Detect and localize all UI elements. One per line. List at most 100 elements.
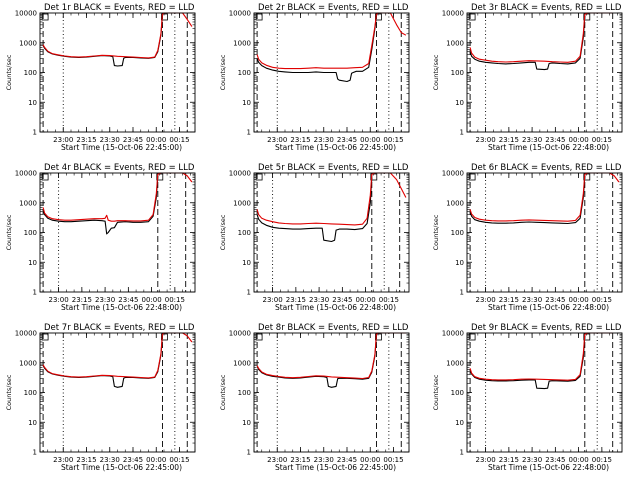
plot-frame bbox=[253, 12, 410, 133]
x-axis-label: Start Time (15-Oct-06 22:48:00) bbox=[488, 463, 609, 472]
x-tick-label: 23:15 bbox=[499, 296, 519, 304]
x-tick-label: 23:00 bbox=[267, 136, 287, 144]
x-tick-label: 23:30 bbox=[95, 296, 115, 304]
y-axis-label: Counts/sec bbox=[432, 214, 440, 250]
plot-frame bbox=[253, 332, 410, 453]
x-axis-label: Start Time (15-Oct-06 22:48:00) bbox=[61, 303, 182, 312]
marker-box bbox=[41, 13, 49, 21]
x-tick-label: 23:15 bbox=[499, 136, 519, 144]
y-tick-label: 1000 bbox=[446, 39, 464, 47]
x-tick-label: 00:15 bbox=[592, 296, 612, 304]
x-tick-label: 23:30 bbox=[309, 296, 329, 304]
x-tick-label: 23:15 bbox=[499, 456, 519, 464]
marker-box bbox=[161, 13, 168, 21]
x-tick-label: 00:15 bbox=[592, 136, 612, 144]
x-tick-label: 00:15 bbox=[383, 456, 403, 464]
y-tick-label: 10 bbox=[455, 99, 464, 107]
chart-title: Det 9r BLACK = Events, RED = LLD bbox=[471, 323, 622, 333]
x-axis-label: Start Time (15-Oct-06 22:45:00) bbox=[275, 463, 396, 472]
x-tick-label: 00:15 bbox=[165, 296, 185, 304]
y-tick-label: 100 bbox=[451, 229, 464, 237]
y-tick-label: 100 bbox=[451, 69, 464, 77]
x-tick-label: 23:45 bbox=[123, 456, 143, 464]
x-tick-label: 23:00 bbox=[53, 136, 73, 144]
x-tick-label: 23:00 bbox=[476, 456, 496, 464]
y-tick-label: 1000 bbox=[233, 359, 251, 367]
y-tick-label: 100 bbox=[24, 389, 37, 397]
x-tick-label: 23:30 bbox=[522, 136, 542, 144]
y-tick-label: 100 bbox=[238, 69, 251, 77]
x-axis-label: Start Time (15-Oct-06 22:45:00) bbox=[61, 143, 182, 152]
x-tick-label: 00:00 bbox=[569, 296, 589, 304]
y-axis-label: Counts/sec bbox=[219, 214, 227, 250]
chart-panel: Det 5r BLACK = Events, RED = LLD Counts/s… bbox=[219, 163, 410, 312]
y-tick-label: 10000 bbox=[15, 10, 37, 18]
lld-series-line bbox=[42, 172, 193, 222]
x-axis-label: Start Time (15-Oct-06 22:45:00) bbox=[275, 143, 396, 152]
chart-title: Det 6r BLACK = Events, RED = LLD bbox=[471, 163, 622, 173]
events-series-line bbox=[469, 335, 586, 390]
x-tick-label: 23:15 bbox=[290, 456, 310, 464]
x-tick-label: 23:00 bbox=[263, 296, 283, 304]
x-tick-label: 23:15 bbox=[286, 296, 306, 304]
plot-frame bbox=[466, 172, 623, 293]
y-tick-label: 1000 bbox=[19, 359, 37, 367]
y-tick-label: 10000 bbox=[442, 170, 464, 178]
y-tick-label: 10 bbox=[242, 419, 251, 427]
chart-panel: Det 3r BLACK = Events, RED = LLD Counts/s… bbox=[432, 3, 623, 152]
x-tick-label: 23:45 bbox=[332, 296, 352, 304]
y-tick-label: 10000 bbox=[442, 10, 464, 18]
x-tick-label: 23:00 bbox=[476, 296, 496, 304]
chart-title: Det 8r BLACK = Events, RED = LLD bbox=[258, 323, 409, 333]
y-axis-label: Counts/sec bbox=[432, 54, 440, 90]
y-tick-label: 1 bbox=[460, 449, 464, 457]
lld-series-line bbox=[256, 12, 407, 70]
y-axis-label: Counts/sec bbox=[219, 54, 227, 90]
y-axis-label: Counts/sec bbox=[5, 374, 13, 410]
x-tick-label: 23:15 bbox=[76, 456, 96, 464]
x-tick-label: 23:45 bbox=[123, 136, 143, 144]
plot-frame bbox=[466, 12, 623, 133]
lld-series-line bbox=[42, 12, 193, 59]
marker-box bbox=[255, 13, 263, 21]
lld-series-line bbox=[42, 332, 193, 379]
x-tick-label: 23:00 bbox=[49, 296, 69, 304]
y-axis-label: Counts/sec bbox=[219, 374, 227, 410]
marker-box bbox=[161, 333, 168, 341]
y-tick-label: 10000 bbox=[229, 10, 251, 18]
marker-box bbox=[468, 13, 476, 21]
y-tick-label: 10 bbox=[455, 419, 464, 427]
marker-box bbox=[468, 333, 476, 341]
events-series-line bbox=[256, 335, 377, 388]
y-tick-label: 10000 bbox=[229, 170, 251, 178]
x-axis-label: Start Time (15-Oct-06 22:45:00) bbox=[61, 463, 182, 472]
events-series-line bbox=[469, 175, 586, 225]
y-tick-label: 10 bbox=[28, 99, 37, 107]
x-tick-label: 00:15 bbox=[169, 456, 189, 464]
lld-series-line bbox=[469, 172, 620, 222]
x-tick-label: 23:30 bbox=[100, 456, 120, 464]
y-tick-label: 100 bbox=[238, 389, 251, 397]
y-tick-label: 10 bbox=[28, 419, 37, 427]
marker-box bbox=[255, 173, 263, 181]
events-series-line bbox=[42, 335, 163, 388]
chart-title: Det 5r BLACK = Events, RED = LLD bbox=[258, 163, 409, 173]
x-tick-label: 23:15 bbox=[72, 296, 92, 304]
x-tick-label: 00:00 bbox=[569, 136, 589, 144]
x-tick-label: 23:45 bbox=[337, 456, 357, 464]
chart-title: Det 2r BLACK = Events, RED = LLD bbox=[258, 3, 409, 13]
chart-panel: Det 2r BLACK = Events, RED = LLD Counts/s… bbox=[219, 3, 410, 152]
x-tick-label: 00:00 bbox=[569, 456, 589, 464]
events-series-line bbox=[42, 15, 163, 67]
x-tick-label: 23:00 bbox=[53, 456, 73, 464]
plot-frame bbox=[39, 332, 196, 453]
chart-panel: Det 9r BLACK = Events, RED = LLD Counts/s… bbox=[432, 323, 623, 472]
x-tick-label: 00:00 bbox=[142, 296, 162, 304]
marker-box bbox=[41, 333, 49, 341]
y-tick-label: 1 bbox=[247, 129, 251, 137]
y-tick-label: 1000 bbox=[19, 39, 37, 47]
lld-series-line bbox=[256, 172, 407, 226]
y-tick-label: 1 bbox=[460, 129, 464, 137]
marker-box bbox=[375, 333, 382, 341]
